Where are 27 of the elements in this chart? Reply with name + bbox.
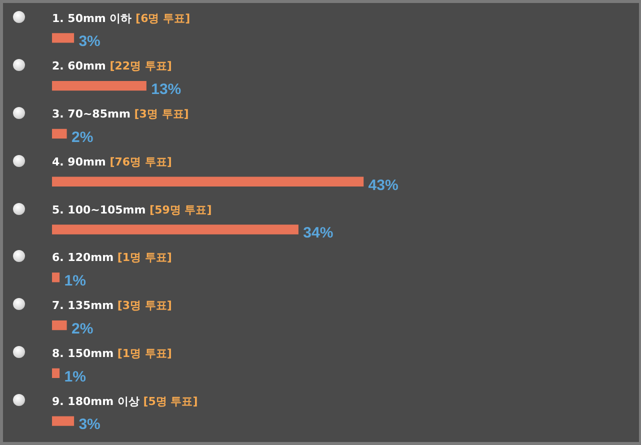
y-tick-label: 3. 70~85mm [3명 투표]	[52, 108, 189, 121]
bar	[52, 272, 60, 282]
data-label: 2%	[71, 320, 94, 338]
y-tick-label: 9. 180mm 이상 [5명 투표]	[52, 394, 198, 408]
data-label: 13%	[151, 80, 182, 98]
data-label: 43%	[368, 176, 398, 194]
data-label: 1%	[64, 272, 86, 290]
data-label: 1%	[64, 368, 86, 386]
y-tick-label: 5. 100~105mm [59명 투표]	[52, 203, 212, 216]
y-tick-label: 6. 120mm [1명 투표]	[52, 251, 172, 264]
y-tick-label: 2. 60mm [22명 투표]	[52, 60, 172, 73]
data-label: 2%	[71, 128, 94, 146]
y-tick-label: 4. 90mm [76명 투표]	[52, 155, 172, 168]
bar	[52, 416, 74, 426]
data-label: 3%	[78, 416, 100, 434]
bar	[52, 81, 146, 91]
y-tick-label: 7. 135mm [3명 투표]	[52, 299, 172, 312]
bar	[52, 368, 60, 378]
bar	[52, 176, 364, 186]
bar	[52, 224, 298, 234]
bar	[52, 320, 67, 330]
data-label: 34%	[303, 224, 334, 242]
bar	[52, 33, 74, 43]
data-label: 3%	[78, 33, 100, 50]
y-tick-label: 8. 150mm [1명 투표]	[52, 347, 172, 360]
y-tick-label: 1. 50mm 이하 [6명 투표]	[52, 12, 190, 25]
bar	[52, 128, 67, 139]
